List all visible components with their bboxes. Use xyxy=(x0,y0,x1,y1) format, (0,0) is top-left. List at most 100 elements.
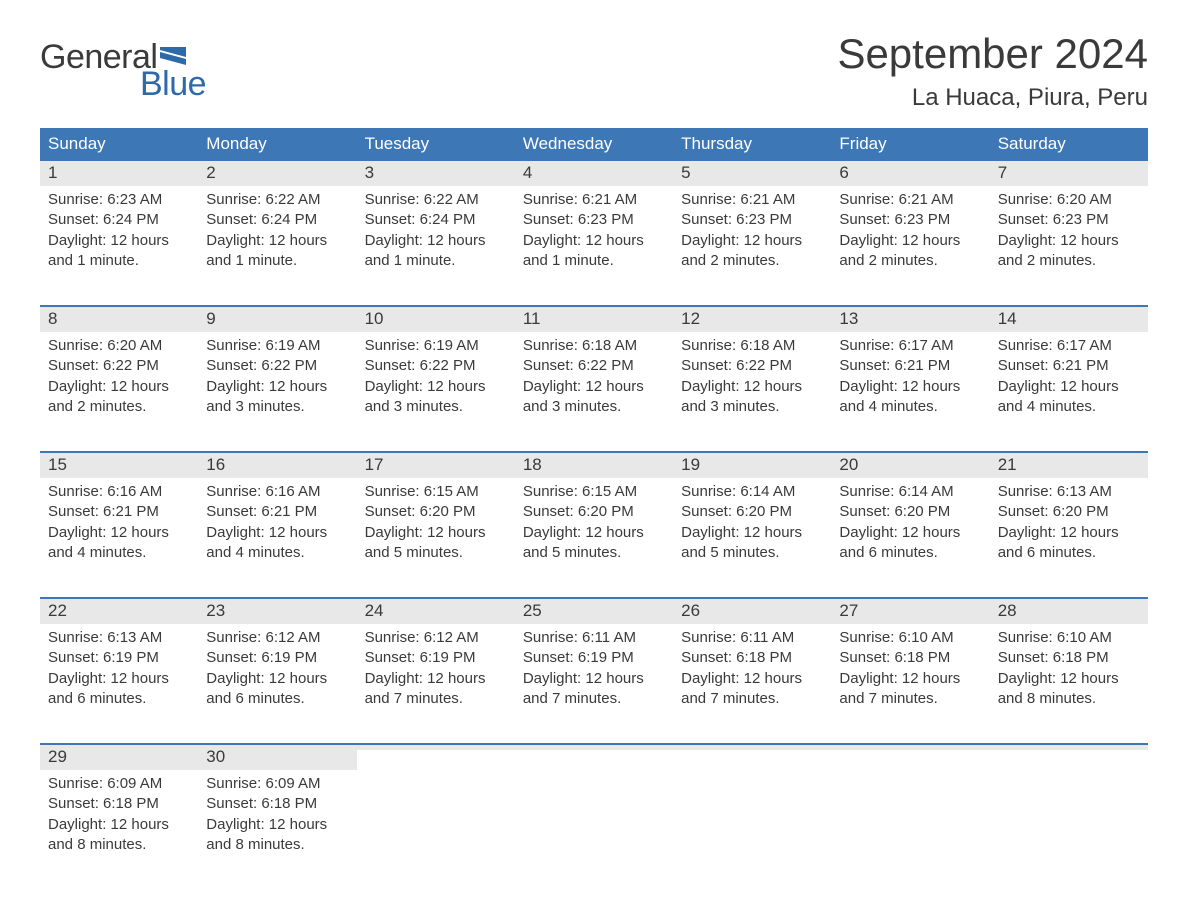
day-body: Sunrise: 6:09 AMSunset: 6:18 PMDaylight:… xyxy=(198,770,356,863)
day-number-row: 21 xyxy=(990,453,1148,478)
daylight-text-line2: and 3 minutes. xyxy=(206,397,348,417)
day-number-row: 3 xyxy=(357,161,515,186)
sunrise-text: Sunrise: 6:21 AM xyxy=(839,190,981,210)
sunset-text: Sunset: 6:24 PM xyxy=(206,210,348,230)
sunset-text: Sunset: 6:24 PM xyxy=(48,210,190,230)
day-body: Sunrise: 6:18 AMSunset: 6:22 PMDaylight:… xyxy=(673,332,831,425)
day-cell: 10Sunrise: 6:19 AMSunset: 6:22 PMDayligh… xyxy=(357,307,515,435)
day-number-row: 17 xyxy=(357,453,515,478)
day-number: 3 xyxy=(365,163,374,182)
sunset-text: Sunset: 6:19 PM xyxy=(365,648,507,668)
day-cell: 23Sunrise: 6:12 AMSunset: 6:19 PMDayligh… xyxy=(198,599,356,727)
day-number-row: 19 xyxy=(673,453,831,478)
day-body: Sunrise: 6:10 AMSunset: 6:18 PMDaylight:… xyxy=(831,624,989,717)
daylight-text-line2: and 8 minutes. xyxy=(998,689,1140,709)
day-number-row: 22 xyxy=(40,599,198,624)
day-cell xyxy=(673,745,831,873)
daylight-text-line1: Daylight: 12 hours xyxy=(206,669,348,689)
daylight-text-line2: and 1 minute. xyxy=(206,251,348,271)
day-number: 9 xyxy=(206,309,215,328)
day-number-row xyxy=(831,745,989,750)
sunset-text: Sunset: 6:18 PM xyxy=(839,648,981,668)
sunset-text: Sunset: 6:22 PM xyxy=(206,356,348,376)
sunrise-text: Sunrise: 6:11 AM xyxy=(681,628,823,648)
header: General Blue September 2024 La Huaca, Pi… xyxy=(40,30,1148,112)
day-cell xyxy=(515,745,673,873)
day-cell: 22Sunrise: 6:13 AMSunset: 6:19 PMDayligh… xyxy=(40,599,198,727)
daylight-text-line1: Daylight: 12 hours xyxy=(998,377,1140,397)
sunrise-text: Sunrise: 6:21 AM xyxy=(681,190,823,210)
week-row: 1Sunrise: 6:23 AMSunset: 6:24 PMDaylight… xyxy=(40,161,1148,289)
sunrise-text: Sunrise: 6:10 AM xyxy=(998,628,1140,648)
day-number: 22 xyxy=(48,601,67,620)
sunrise-text: Sunrise: 6:12 AM xyxy=(365,628,507,648)
sunrise-text: Sunrise: 6:18 AM xyxy=(523,336,665,356)
day-number-row: 4 xyxy=(515,161,673,186)
sunset-text: Sunset: 6:18 PM xyxy=(206,794,348,814)
weekday-header: Friday xyxy=(831,128,989,161)
day-body: Sunrise: 6:15 AMSunset: 6:20 PMDaylight:… xyxy=(357,478,515,571)
day-cell: 30 Sunrise: 6:09 AMSunset: 6:18 PMDayligh… xyxy=(198,745,356,873)
day-cell: 8Sunrise: 6:20 AMSunset: 6:22 PMDaylight… xyxy=(40,307,198,435)
day-cell: 3Sunrise: 6:22 AMSunset: 6:24 PMDaylight… xyxy=(357,161,515,289)
day-number-row: 28 xyxy=(990,599,1148,624)
sunset-text: Sunset: 6:23 PM xyxy=(523,210,665,230)
daylight-text-line2: and 4 minutes. xyxy=(206,543,348,563)
day-number: 27 xyxy=(839,601,858,620)
day-number-row: 18 xyxy=(515,453,673,478)
daylight-text-line1: Daylight: 12 hours xyxy=(365,377,507,397)
daylight-text-line1: Daylight: 12 hours xyxy=(206,815,348,835)
sunrise-text: Sunrise: 6:13 AM xyxy=(998,482,1140,502)
day-number-row: 11 xyxy=(515,307,673,332)
sunset-text: Sunset: 6:21 PM xyxy=(839,356,981,376)
day-cell: 14Sunrise: 6:17 AMSunset: 6:21 PMDayligh… xyxy=(990,307,1148,435)
week-row: 8Sunrise: 6:20 AMSunset: 6:22 PMDaylight… xyxy=(40,305,1148,435)
daylight-text-line2: and 2 minutes. xyxy=(998,251,1140,271)
sunrise-text: Sunrise: 6:10 AM xyxy=(839,628,981,648)
day-body: Sunrise: 6:21 AMSunset: 6:23 PMDaylight:… xyxy=(673,186,831,279)
day-body: Sunrise: 6:16 AMSunset: 6:21 PMDaylight:… xyxy=(198,478,356,571)
sunrise-text: Sunrise: 6:14 AM xyxy=(839,482,981,502)
daylight-text-line2: and 1 minute. xyxy=(523,251,665,271)
day-body: Sunrise: 6:19 AMSunset: 6:22 PMDaylight:… xyxy=(198,332,356,425)
calendar: SundayMondayTuesdayWednesdayThursdayFrid… xyxy=(40,128,1148,873)
day-number: 19 xyxy=(681,455,700,474)
daylight-text-line1: Daylight: 12 hours xyxy=(48,377,190,397)
daylight-text-line2: and 1 minute. xyxy=(48,251,190,271)
day-cell xyxy=(831,745,989,873)
day-number: 15 xyxy=(48,455,67,474)
week-spacer xyxy=(40,435,1148,451)
day-number-row: 12 xyxy=(673,307,831,332)
daylight-text-line1: Daylight: 12 hours xyxy=(839,523,981,543)
daylight-text-line2: and 6 minutes. xyxy=(839,543,981,563)
sunset-text: Sunset: 6:18 PM xyxy=(681,648,823,668)
daylight-text-line2: and 4 minutes. xyxy=(48,543,190,563)
weekday-header: Sunday xyxy=(40,128,198,161)
day-number: 12 xyxy=(681,309,700,328)
daylight-text-line2: and 7 minutes. xyxy=(681,689,823,709)
day-number: 1 xyxy=(48,163,57,182)
day-number-row: 8 xyxy=(40,307,198,332)
sunrise-text: Sunrise: 6:19 AM xyxy=(206,336,348,356)
day-number-row: 30 xyxy=(198,745,356,770)
daylight-text-line1: Daylight: 12 hours xyxy=(839,669,981,689)
day-number: 28 xyxy=(998,601,1017,620)
day-cell: 12 Sunrise: 6:18 AMSunset: 6:22 PMDayligh… xyxy=(673,307,831,435)
sunrise-text: Sunrise: 6:09 AM xyxy=(48,774,190,794)
day-cell: 27 Sunrise: 6:10 AMSunset: 6:18 PMDayligh… xyxy=(831,599,989,727)
day-body: Sunrise: 6:19 AMSunset: 6:22 PMDaylight:… xyxy=(357,332,515,425)
day-number-row: 20 xyxy=(831,453,989,478)
day-number-row: 26 xyxy=(673,599,831,624)
day-number: 25 xyxy=(523,601,542,620)
day-number-row: 9 xyxy=(198,307,356,332)
location: La Huaca, Piura, Peru xyxy=(837,84,1148,112)
daylight-text-line2: and 4 minutes. xyxy=(998,397,1140,417)
daylight-text-line2: and 3 minutes. xyxy=(681,397,823,417)
daylight-text-line2: and 8 minutes. xyxy=(48,835,190,855)
sunrise-text: Sunrise: 6:15 AM xyxy=(523,482,665,502)
day-number: 4 xyxy=(523,163,532,182)
day-cell: 26Sunrise: 6:11 AMSunset: 6:18 PMDayligh… xyxy=(673,599,831,727)
day-number-row: 25 xyxy=(515,599,673,624)
day-number: 30 xyxy=(206,747,225,766)
sunrise-text: Sunrise: 6:09 AM xyxy=(206,774,348,794)
